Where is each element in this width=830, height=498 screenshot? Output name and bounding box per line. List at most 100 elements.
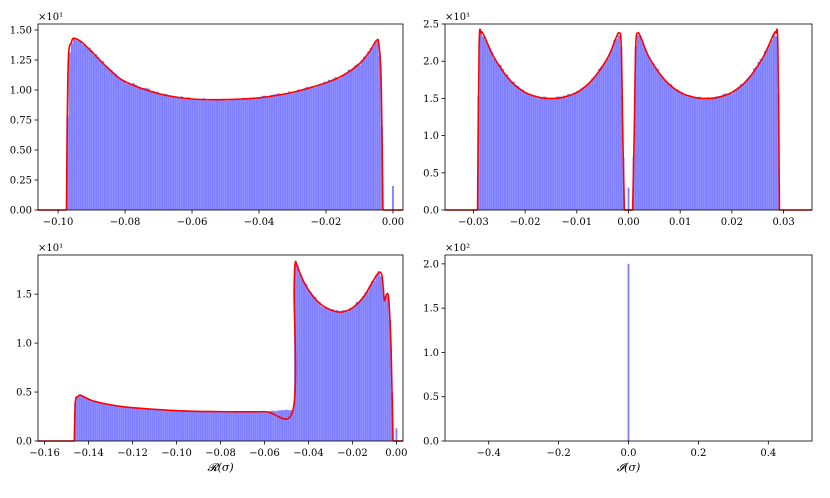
histogram-bar: [186, 411, 189, 442]
histogram-bar: [538, 98, 542, 211]
y-tick-label: 1.0: [16, 339, 32, 350]
x-tick-label: −0.06: [177, 217, 208, 228]
x-tick-label: 0.00: [382, 217, 404, 228]
histogram-bar: [239, 411, 242, 442]
histogram-bar: [285, 409, 288, 442]
histogram-bar: [578, 90, 581, 211]
histogram-bar: [261, 411, 264, 442]
histogram-bar: [737, 86, 741, 211]
histogram-bar: [244, 98, 247, 211]
histogram-bar: [92, 55, 96, 211]
y-tick-label: 0.5: [423, 392, 439, 403]
histogram-bar: [88, 47, 91, 211]
y-tick-label: 0.0: [423, 206, 439, 217]
histogram-bar: [315, 301, 319, 442]
histogram-bar: [369, 48, 373, 211]
histogram-bar: [176, 97, 179, 211]
histogram-bar: [490, 51, 494, 211]
histogram-bar: [671, 87, 675, 211]
histogram-bar: [503, 74, 507, 211]
histogram-bar: [302, 282, 306, 442]
histogram-bar: [304, 284, 308, 442]
histogram-bar: [322, 307, 326, 442]
y-tick-label: 1.0: [423, 348, 439, 359]
histogram-bar: [155, 408, 158, 442]
histogram-bar: [358, 64, 362, 211]
histogram-bar: [116, 76, 120, 211]
histogram-bar: [242, 97, 245, 211]
histogram-bar: [99, 60, 102, 211]
histogram-bar: [373, 280, 376, 442]
histogram-bar: [567, 93, 570, 211]
histogram-bar: [217, 411, 220, 442]
histogram-bar: [726, 94, 730, 211]
histogram-bar: [733, 90, 736, 211]
histogram-bar: [650, 61, 653, 211]
histogram-bar: [336, 78, 340, 211]
histogram-bar: [264, 95, 267, 211]
histogram-bar: [195, 410, 198, 442]
histogram-bar: [159, 409, 163, 442]
histogram-bar: [392, 186, 394, 210]
histogram-bar: [325, 82, 329, 211]
histogram-bar: [750, 74, 754, 211]
histogram-bar: [297, 89, 300, 211]
histogram-bar: [375, 274, 378, 442]
histogram-bar: [228, 411, 231, 442]
histogram-bar: [308, 88, 311, 211]
histogram-bar: [512, 81, 515, 211]
histogram-bar: [222, 99, 225, 211]
histogram-bar: [188, 410, 191, 442]
histogram-bar: [514, 84, 518, 211]
histogram-bar: [576, 91, 579, 211]
histogram-bar: [748, 75, 752, 211]
histogram-bar: [505, 74, 509, 211]
histogram-bar: [759, 59, 763, 211]
histogram-bar: [179, 410, 183, 442]
histogram-bar: [347, 69, 351, 211]
histogram-bar: [362, 295, 365, 442]
histogram-bar: [356, 63, 359, 211]
x-axis-label: 𝓡(σ): [207, 461, 233, 474]
histogram-bar: [318, 302, 321, 442]
histogram-bar: [235, 98, 239, 211]
histogram-bar: [510, 81, 513, 211]
histogram-bar: [342, 310, 345, 442]
histogram-bar: [233, 99, 236, 211]
histogram-bar: [103, 65, 107, 211]
histogram-bar: [118, 405, 121, 442]
histogram-bar: [154, 92, 157, 211]
histogram-bar: [201, 411, 205, 442]
histogram-bar: [76, 396, 79, 442]
histogram-bar: [731, 93, 734, 211]
histogram-bar: [266, 97, 269, 211]
histogram-bar: [534, 95, 537, 211]
histogram-bar: [206, 411, 209, 442]
histogram-bar: [602, 64, 605, 211]
histogram-bar: [384, 295, 387, 442]
histogram-bar: [104, 403, 108, 442]
histogram-bar: [658, 74, 662, 211]
histogram-bar: [113, 405, 117, 442]
density-curve: [476, 28, 626, 211]
histogram-bar: [281, 95, 285, 211]
histogram-bar: [492, 58, 496, 211]
histogram-bar: [145, 87, 148, 211]
histogram-bar: [296, 264, 299, 442]
histogram-bar: [102, 402, 106, 442]
histogram-bar: [345, 73, 348, 211]
x-tick-label: 0.03: [772, 217, 794, 228]
histogram-bar: [247, 411, 251, 442]
histogram-bar: [540, 97, 544, 211]
histogram-bar: [573, 92, 577, 211]
histogram-bar: [370, 281, 374, 442]
histogram-bar: [267, 411, 271, 442]
histogram-bar: [250, 99, 254, 211]
histogram-bar: [371, 47, 375, 211]
histogram-bar: [586, 83, 590, 211]
histogram-bar: [757, 61, 760, 211]
histogram-bar: [294, 91, 298, 211]
histogram-bar: [667, 83, 671, 211]
histogram-bar: [220, 99, 223, 211]
